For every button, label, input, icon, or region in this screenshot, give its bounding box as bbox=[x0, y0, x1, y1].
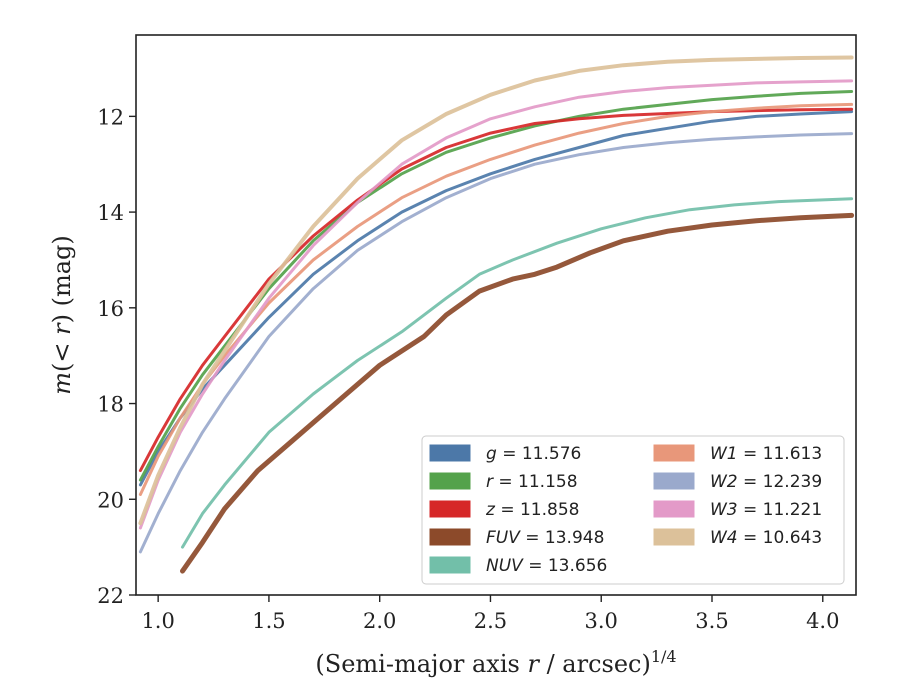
legend-label-w1: W1 = 11.613 bbox=[710, 444, 822, 464]
y-tick-label: 20 bbox=[97, 488, 124, 512]
y-axis-title: m(< r) (mag) bbox=[48, 235, 76, 395]
legend-swatch-r bbox=[429, 472, 471, 490]
y-tick-label: 12 bbox=[97, 105, 124, 129]
legend-label-z: z = 11.858 bbox=[485, 500, 579, 520]
legend-swatch-w3 bbox=[653, 500, 695, 518]
legend-swatch-w1 bbox=[653, 444, 695, 462]
x-tick-label: 2.0 bbox=[363, 609, 396, 633]
curves-layer bbox=[138, 55, 855, 574]
legend-box bbox=[421, 435, 845, 585]
legend-swatch-z bbox=[429, 500, 471, 518]
y-tick-label: 18 bbox=[97, 393, 124, 417]
series-line-nuv bbox=[181, 197, 854, 549]
legend-label-w4: W4 = 10.643 bbox=[710, 528, 822, 548]
legend-label-g: g = 11.576 bbox=[486, 444, 581, 464]
y-tick-label: 16 bbox=[97, 297, 124, 321]
x-tick-label: 4.0 bbox=[806, 609, 839, 633]
legend-label-fuv: FUV = 13.948 bbox=[486, 528, 604, 548]
legend-swatch-fuv bbox=[429, 528, 471, 546]
x-tick-label: 2.5 bbox=[474, 609, 507, 633]
legend-items: g = 11.576 r = 11.158 z = 11.858 FUV = 13.9… bbox=[429, 444, 822, 576]
legend-swatch-nuv bbox=[429, 556, 471, 574]
series-line-w3 bbox=[138, 79, 854, 530]
series-line-w4 bbox=[138, 55, 854, 526]
x-tick-label: 3.0 bbox=[585, 609, 618, 633]
legend: g = 11.576 r = 11.158 z = 11.858 FUV = 13.9… bbox=[421, 435, 845, 585]
series-line-w2 bbox=[138, 132, 854, 554]
x-tick-label: 1.0 bbox=[141, 609, 174, 633]
series-line-fuv bbox=[180, 212, 855, 574]
legend-swatch-w4 bbox=[653, 528, 695, 546]
series-line-z bbox=[138, 107, 854, 473]
legend-swatch-g bbox=[429, 444, 471, 462]
series-line-g bbox=[138, 110, 854, 487]
legend-label-nuv: NUV = 13.656 bbox=[486, 556, 607, 576]
x-tick-label: 1.5 bbox=[252, 609, 285, 633]
x-tick-label: 3.5 bbox=[695, 609, 728, 633]
series-line-r bbox=[138, 90, 854, 482]
legend-label-r: r = 11.158 bbox=[486, 472, 578, 492]
y-tick-label: 14 bbox=[97, 201, 124, 225]
legend-swatch-w2 bbox=[653, 472, 695, 490]
x-axis-title: (Semi-major axis r / arcsec)1/4 bbox=[315, 647, 676, 678]
x-axis-ticks: 1.0 1.5 2.0 2.5 3.0 3.5 4.0 bbox=[141, 595, 839, 633]
legend-label-w3: W3 = 11.221 bbox=[710, 500, 822, 520]
legend-label-w2: W2 = 12.239 bbox=[710, 472, 822, 492]
y-axis-ticks: 12 14 16 18 20 22 bbox=[97, 105, 136, 608]
plot-frame bbox=[135, 34, 857, 596]
y-tick-label: 22 bbox=[97, 584, 124, 608]
